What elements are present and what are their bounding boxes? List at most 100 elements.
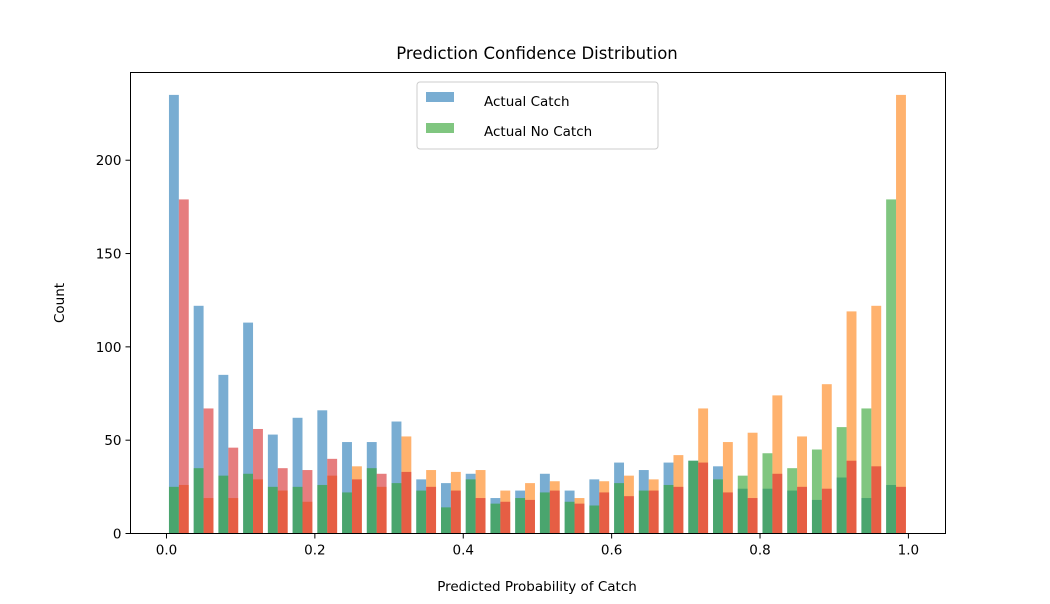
bar-series2-bin16 — [564, 501, 575, 534]
x-tick-label: 0.6 — [601, 543, 622, 559]
bar-series2-bin5 — [292, 486, 303, 534]
bar-series2-bin29 — [886, 199, 897, 534]
bar-series1-bin28 — [871, 305, 882, 534]
bar-series1-bin27 — [846, 311, 857, 534]
bar-series3-bin12 — [475, 498, 486, 534]
y-tick-label: 150 — [96, 247, 122, 263]
bar-series2-bin15 — [539, 492, 550, 534]
bar-series1-bin26 — [821, 384, 832, 534]
bar-series2-bin24 — [762, 453, 773, 534]
bar-series3-bin27 — [846, 460, 857, 534]
bar-series0-bin5 — [292, 417, 303, 534]
y-axis-label: Count — [52, 283, 68, 323]
x-axis-label: Predicted Probability of Catch — [437, 579, 637, 595]
bar-series1-bin29 — [896, 94, 906, 534]
x-tick-label: 1.0 — [898, 543, 919, 559]
bar-series3-bin2 — [228, 447, 239, 534]
bar-series3-bin20 — [673, 486, 684, 534]
bar-series0-bin2 — [218, 374, 229, 534]
legend-swatch-actual-no-catch — [426, 123, 454, 133]
legend-label-actual-catch: Actual Catch — [484, 94, 570, 110]
bar-series3-bin0 — [178, 199, 189, 534]
bar-series3-bin28 — [871, 466, 882, 534]
bar-series2-bin0 — [168, 486, 179, 534]
x-tick-label: 0.8 — [749, 543, 770, 559]
bar-series3-bin18 — [624, 496, 634, 534]
bar-series2-bin1 — [193, 468, 204, 534]
y-axis: 0 50 100 150 200 — [96, 153, 131, 543]
bar-series2-bin6 — [317, 484, 328, 534]
bar-series2-bin12 — [465, 479, 476, 534]
bar-series0-bin3 — [243, 322, 254, 534]
bar-series3-bin19 — [648, 490, 659, 534]
bar-series3-bin26 — [821, 488, 832, 534]
bar-series2-bin20 — [663, 484, 674, 534]
bar-series3-bin22 — [722, 492, 733, 534]
legend: Actual Catch Actual No Catch — [416, 81, 659, 150]
bar-series2-bin4 — [267, 486, 278, 534]
bar-series2-bin27 — [836, 427, 847, 534]
bar-series3-bin8 — [376, 473, 387, 534]
bar-series2-bin10 — [416, 490, 427, 534]
bar-series2-bin19 — [638, 490, 649, 534]
bar-series2-bin28 — [861, 408, 872, 534]
bar-series3-bin5 — [302, 470, 313, 534]
bar-series3-bin10 — [426, 486, 437, 534]
chart-title: Prediction Confidence Distribution — [396, 44, 678, 63]
bar-series3-bin11 — [450, 490, 461, 534]
bar-series3-bin24 — [772, 473, 783, 534]
y-tick-label: 50 — [104, 433, 121, 449]
bar-series2-bin21 — [688, 460, 699, 534]
bar-series2-bin9 — [391, 483, 402, 534]
x-tick-label: 0.4 — [453, 543, 474, 559]
bar-series3-bin7 — [351, 479, 362, 534]
bar-series3-bin15 — [549, 490, 560, 534]
y-tick-label: 100 — [96, 340, 122, 356]
bar-series2-bin13 — [490, 503, 501, 534]
bar-series2-bin17 — [589, 505, 600, 534]
bar-series2-bin25 — [787, 468, 798, 534]
bar-series2-bin14 — [515, 498, 526, 534]
bar-series3-bin25 — [797, 486, 808, 534]
bar-series3-bin1 — [203, 408, 214, 534]
bar-series3-bin6 — [327, 458, 338, 534]
bar-series1-bin22 — [722, 442, 733, 534]
x-axis: 0.0 0.2 0.4 0.6 0.8 1.0 — [156, 533, 919, 559]
legend-swatch-actual-catch — [426, 92, 454, 102]
bar-series2-bin3 — [243, 473, 254, 534]
bar-series3-bin9 — [401, 471, 412, 534]
y-tick-label: 0 — [113, 527, 122, 543]
x-tick-label: 0.0 — [156, 543, 177, 559]
bar-series0-bin0 — [168, 94, 179, 534]
bar-series3-bin17 — [599, 492, 610, 534]
bar-series3-bin29 — [896, 486, 906, 534]
bar-series0-bin9 — [391, 421, 402, 534]
bar-series3-bin13 — [500, 501, 511, 534]
bar-series2-bin22 — [713, 479, 723, 534]
bar-series2-bin2 — [218, 475, 229, 534]
bar-series1-bin23 — [747, 432, 758, 534]
y-tick-label: 200 — [96, 153, 122, 169]
bar-series3-bin3 — [253, 428, 263, 534]
bar-series2-bin8 — [366, 468, 377, 534]
bar-series3-bin21 — [698, 462, 709, 534]
bar-series3-bin4 — [277, 468, 288, 534]
bar-series0-bin1 — [193, 305, 204, 534]
legend-box — [416, 81, 659, 150]
bar-series2-bin11 — [440, 507, 451, 534]
bar-series3-bin16 — [574, 503, 585, 534]
bar-series3-bin23 — [747, 498, 758, 534]
bar-series3-bin14 — [525, 499, 535, 534]
bar-series0-bin7 — [342, 442, 352, 534]
bar-series2-bin7 — [342, 492, 352, 534]
bar-series1-bin25 — [797, 436, 808, 534]
bars-layer — [168, 94, 906, 534]
axes-frame — [130, 72, 946, 534]
bar-series0-bin4 — [267, 434, 278, 534]
bar-series2-bin18 — [614, 483, 625, 534]
legend-label-actual-no-catch: Actual No Catch — [484, 124, 592, 140]
x-tick-label: 0.2 — [304, 543, 325, 559]
bar-series0-bin6 — [317, 410, 328, 534]
bar-series1-bin24 — [772, 395, 783, 534]
bar-series2-bin26 — [811, 449, 822, 534]
